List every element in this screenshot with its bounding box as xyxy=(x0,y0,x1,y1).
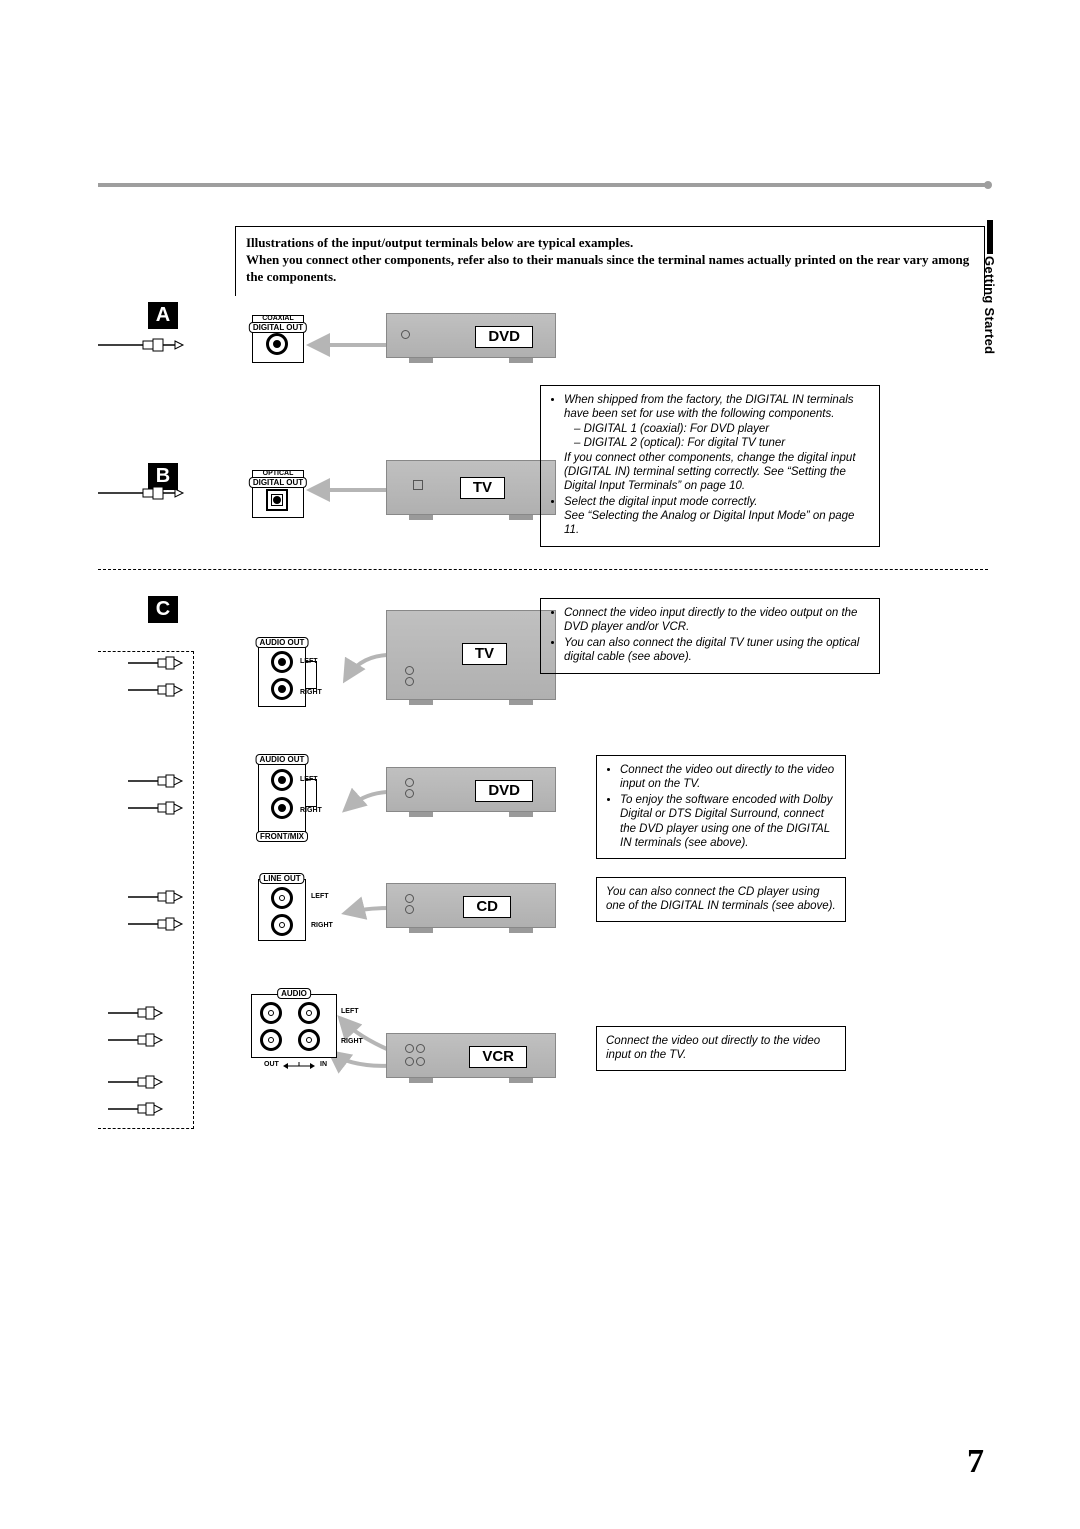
dvd-frontmix-label: FRONT/MIX xyxy=(256,831,308,842)
note-dvd-b1: Connect the video out directly to the vi… xyxy=(620,763,836,792)
note-di-s2: – DIGITAL 2 (optical): For digital TV tu… xyxy=(564,436,870,450)
tv-label-b: TV xyxy=(460,477,505,499)
tv-label-c: TV xyxy=(462,643,507,665)
dashed-c-top xyxy=(98,651,194,652)
cd-cable-l xyxy=(128,890,263,904)
optical-cable xyxy=(98,486,258,500)
cd-lo-label: LINE OUT xyxy=(259,873,304,884)
intro-note: Illustrations of the input/output termin… xyxy=(235,226,985,296)
indicator-square xyxy=(413,480,423,490)
coax-sub-label: DIGITAL OUT xyxy=(249,322,307,333)
note-cd: You can also connect the CD player using… xyxy=(596,877,846,922)
vcr-left-label: LEFT xyxy=(341,1008,359,1015)
top-rule xyxy=(98,183,988,187)
out-in-connector xyxy=(282,1062,316,1070)
vcr-right-label: RIGHT xyxy=(341,1038,363,1045)
tv-right-label: RIGHT xyxy=(300,689,322,696)
cd-left-label: LEFT xyxy=(311,893,329,900)
tv-device-b: TV xyxy=(386,460,556,515)
dvd-left-label: LEFT xyxy=(300,776,318,783)
note-di-s3: If you connect other components, change … xyxy=(564,451,870,494)
optical-top-label: OPTICAL xyxy=(253,470,303,477)
note-vcr: Connect the video out directly to the vi… xyxy=(596,1026,846,1071)
vcr-cable-4 xyxy=(108,1102,243,1116)
note-di-b2: Select the digital input mode correctly. xyxy=(564,496,757,508)
section-divider xyxy=(98,569,988,570)
tab-marker xyxy=(987,220,993,254)
tv-device-c: TV xyxy=(386,610,556,700)
note-cd-text: You can also connect the CD player using… xyxy=(606,886,836,912)
vcr-audio-label: AUDIO xyxy=(277,988,311,999)
vcr-cable-2 xyxy=(108,1033,243,1047)
vcr-out-l-jack xyxy=(260,1002,282,1024)
dashed-c-bottom xyxy=(98,1128,194,1129)
tv-ao-left-jack xyxy=(271,651,293,673)
tv-cable-l xyxy=(128,656,263,670)
manual-page: Getting Started Illustrations of the inp… xyxy=(0,0,1080,1529)
cd-label: CD xyxy=(463,896,511,918)
dvd-device-a: DVD xyxy=(386,313,556,358)
cd-device: CD xyxy=(386,883,556,928)
dvd-audio-out-panel: AUDIO OUT FRONT/MIX xyxy=(258,760,306,836)
cd-right-label: RIGHT xyxy=(311,922,333,929)
section-label-c: C xyxy=(148,596,178,623)
note-dvd-b2: To enjoy the software encoded with Dolby… xyxy=(620,793,836,851)
cd-lo-left-jack xyxy=(271,887,293,909)
coax-jack xyxy=(266,333,288,355)
indicator-dot xyxy=(401,330,410,339)
note-tv-b1: Connect the video input directly to the … xyxy=(564,606,870,635)
vcr-in-label: IN xyxy=(320,1061,327,1068)
intro-line1: Illustrations of the input/output termin… xyxy=(246,235,633,250)
coax-panel: COAXIAL DIGITAL OUT xyxy=(252,315,304,363)
tv-cable-r xyxy=(128,683,263,697)
optical-panel: OPTICAL DIGITAL OUT xyxy=(252,470,304,518)
dvd-label-c: DVD xyxy=(475,780,533,802)
dvd-ao-right-jack xyxy=(271,797,293,819)
dvd-label-a: DVD xyxy=(475,326,533,348)
cd-lo-right-jack xyxy=(271,914,293,936)
note-vcr-text: Connect the video out directly to the vi… xyxy=(606,1035,820,1061)
dvd-cable-r xyxy=(128,801,263,815)
note-di-s4: See “Selecting the Analog or Digital Inp… xyxy=(564,509,870,538)
tv-left-label: LEFT xyxy=(300,658,318,665)
dvd-ao-left-jack xyxy=(271,769,293,791)
dvd-ao-label: AUDIO OUT xyxy=(256,754,309,765)
vcr-audio-panel: AUDIO xyxy=(251,994,337,1058)
vcr-cable-3 xyxy=(108,1075,243,1089)
dvd-device-c: DVD xyxy=(386,767,556,812)
note-tv-b2: You can also connect the digital TV tune… xyxy=(564,636,870,665)
vcr-in-r-jack xyxy=(298,1029,320,1051)
tv-ao-label: AUDIO OUT xyxy=(256,637,309,648)
vcr-label: VCR xyxy=(469,1046,527,1068)
cd-cable-r xyxy=(128,917,263,931)
tv-audio-out-panel: AUDIO OUT xyxy=(258,643,306,707)
dvd-right-label: RIGHT xyxy=(300,807,322,814)
cd-lineout-panel: LINE OUT xyxy=(258,879,306,941)
note-tv-analog: Connect the video input directly to the … xyxy=(540,598,880,674)
coax-cable xyxy=(98,338,258,352)
optical-jack xyxy=(266,489,288,511)
vcr-in-l-jack xyxy=(298,1002,320,1024)
section-label-a: A xyxy=(148,302,178,329)
tv-ao-right-jack xyxy=(271,678,293,700)
vcr-out-r-jack xyxy=(260,1029,282,1051)
note-dvd-analog: Connect the video out directly to the vi… xyxy=(596,755,846,859)
note-di-b1: When shipped from the factory, the DIGIT… xyxy=(564,394,854,420)
note-di-s1: – DIGITAL 1 (coaxial): For DVD player xyxy=(564,422,870,436)
coax-top-label: COAXIAL xyxy=(253,315,303,322)
vcr-cable-1 xyxy=(108,1006,243,1020)
dvd-cable-l xyxy=(128,774,263,788)
vcr-device: VCR xyxy=(386,1033,556,1078)
note-digital-in: When shipped from the factory, the DIGIT… xyxy=(540,385,880,547)
vcr-out-label: OUT xyxy=(264,1061,279,1068)
page-number: 7 xyxy=(967,1443,984,1481)
intro-line2: When you connect other components, refer… xyxy=(246,252,969,284)
